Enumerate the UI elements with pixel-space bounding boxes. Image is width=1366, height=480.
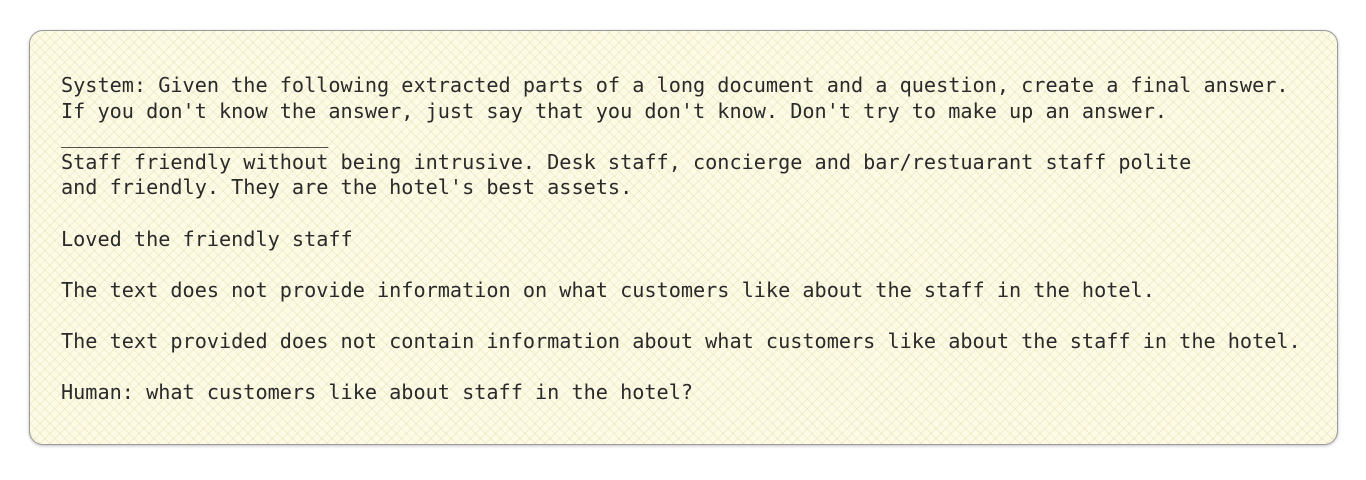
text-line: If you don't know the answer, just say t…: [61, 98, 1168, 123]
text-line: Human: what customers like about staff i…: [61, 380, 694, 405]
text-line: and friendly. They are the hotel's best …: [61, 175, 633, 200]
prompt-box: System: Given the following extracted pa…: [29, 30, 1338, 445]
text-line: The text provided does not contain infor…: [61, 328, 1301, 353]
text-block: The text provided does not contain infor…: [61, 329, 1301, 355]
text-block: The text does not provide information on…: [61, 278, 1301, 304]
text-line: Staff friendly without being intrusive. …: [61, 149, 1192, 174]
prompt-text: System: Given the following extracted pa…: [61, 73, 1301, 431]
text-line: ______________________: [61, 124, 329, 149]
text-line: The text does not provide information on…: [61, 277, 1155, 302]
text-block: Human: what customers like about staff i…: [61, 380, 1301, 406]
text-block: Loved the friendly staff: [61, 227, 1301, 253]
text-line: Loved the friendly staff: [61, 226, 353, 251]
text-block: System: Given the following extracted pa…: [61, 73, 1301, 201]
text-line: System: Given the following extracted pa…: [61, 73, 1289, 97]
